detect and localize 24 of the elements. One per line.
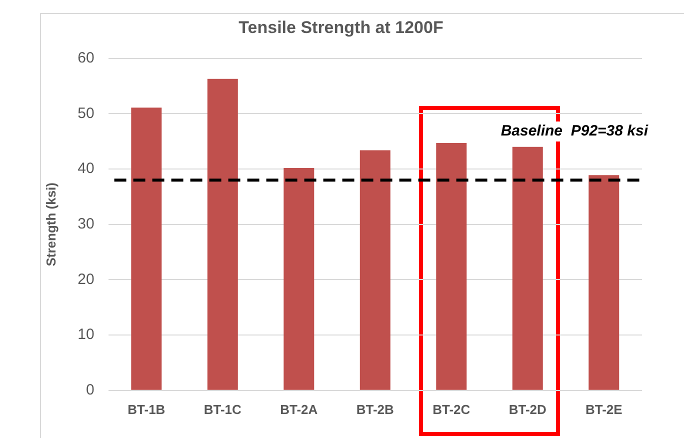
x-tick-label: BT-1C: [204, 402, 242, 417]
bar: [588, 175, 620, 390]
x-tick-label: BT-2C: [432, 402, 471, 417]
bar: [360, 150, 390, 390]
x-tick-label: BT-1B: [128, 402, 166, 417]
y-tick-label: 60: [78, 50, 94, 67]
x-tick-label: BT-2D: [508, 402, 546, 417]
y-tick-label: 10: [78, 326, 94, 344]
bar: [436, 143, 467, 390]
y-tick-label: 30: [78, 216, 94, 233]
y-tick-label: 20: [78, 270, 94, 288]
x-tick-label: BT-2E: [585, 402, 623, 417]
y-axis-title: Strength (ksi): [43, 182, 58, 266]
ref-line-label: Baseline P92=38 ksi: [500, 122, 649, 140]
bar: [131, 108, 162, 390]
y-tick-label: 50: [78, 104, 94, 122]
x-tick-label: BT-2B: [356, 402, 394, 417]
bar: [207, 78, 238, 390]
bar: [284, 168, 314, 390]
chart-title: Tensile Strength at 1200F: [238, 18, 444, 37]
y-tick-label: 40: [78, 160, 94, 178]
bar: [512, 146, 543, 390]
y-tick-label: 0: [86, 382, 94, 399]
x-tick-label: BT-2A: [280, 402, 318, 417]
